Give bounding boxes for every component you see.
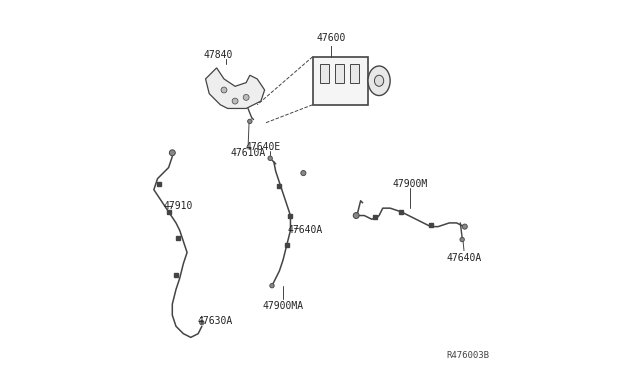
Circle shape (270, 283, 274, 288)
Text: 47900MA: 47900MA (262, 301, 303, 311)
Circle shape (170, 150, 175, 156)
Text: 47900M: 47900M (393, 179, 428, 189)
Text: 47640A: 47640A (446, 253, 482, 263)
Text: 47630A: 47630A (197, 316, 232, 326)
Ellipse shape (374, 75, 384, 86)
Text: 47640E: 47640E (245, 142, 280, 152)
Text: 47600: 47600 (316, 33, 346, 43)
Ellipse shape (368, 66, 390, 96)
FancyBboxPatch shape (312, 57, 368, 105)
Circle shape (268, 156, 273, 161)
Text: 47610A: 47610A (230, 148, 266, 158)
Circle shape (462, 224, 467, 229)
Text: R476003B: R476003B (446, 351, 489, 360)
Circle shape (248, 119, 252, 124)
Circle shape (301, 170, 306, 176)
Text: 47840: 47840 (204, 50, 233, 60)
Circle shape (243, 94, 249, 100)
Text: 47910: 47910 (163, 201, 193, 211)
Circle shape (232, 98, 238, 104)
Bar (320, 64, 329, 83)
Circle shape (353, 212, 359, 218)
Bar (335, 64, 344, 83)
Circle shape (221, 87, 227, 93)
Circle shape (200, 320, 204, 325)
Bar (349, 64, 359, 83)
Circle shape (460, 237, 465, 242)
Polygon shape (205, 68, 264, 109)
Text: 47640A: 47640A (287, 225, 323, 235)
